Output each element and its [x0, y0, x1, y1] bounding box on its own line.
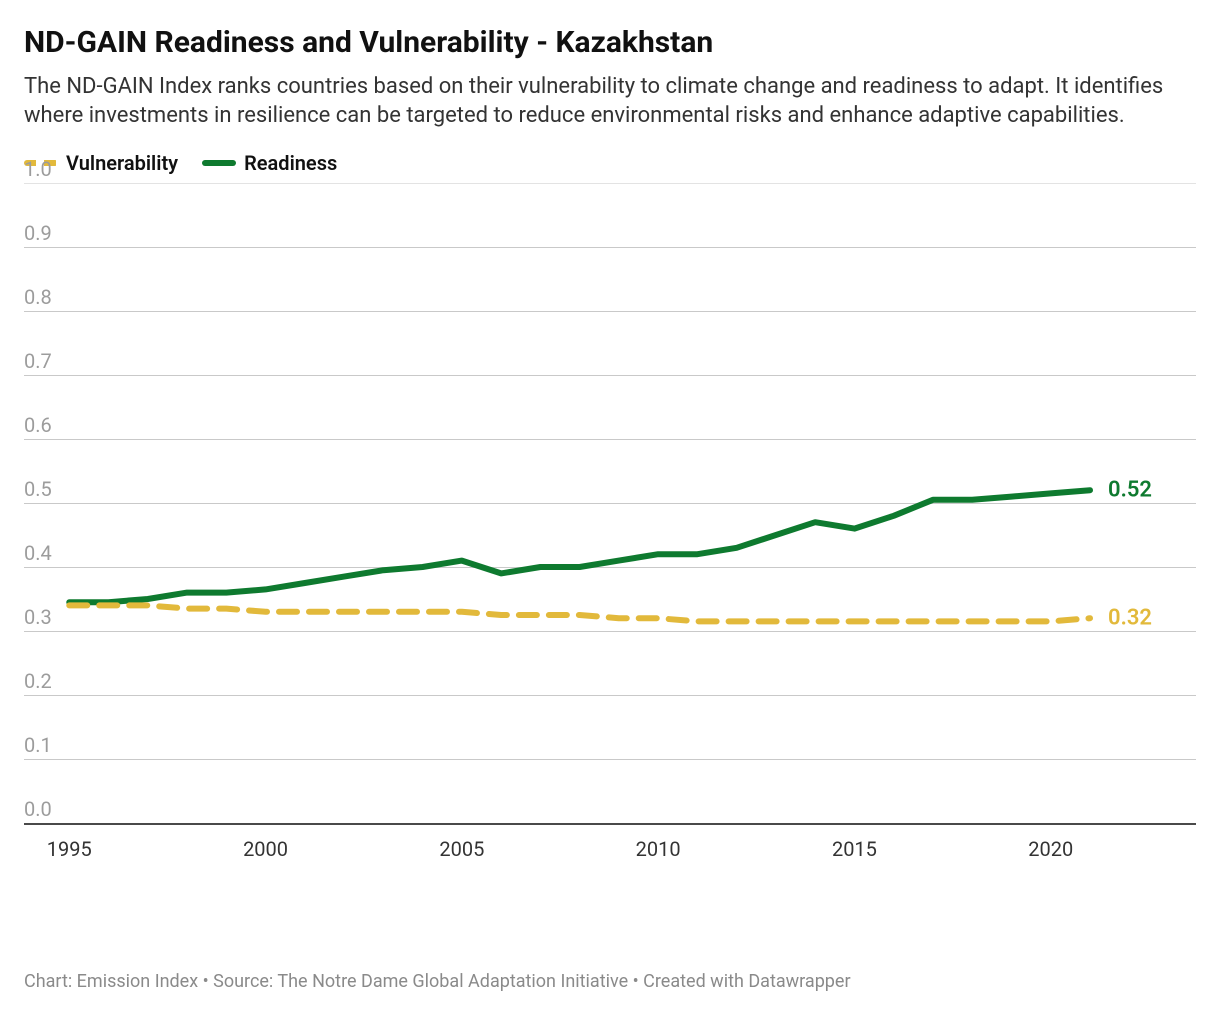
legend-label: Readiness: [244, 151, 337, 175]
legend-item: Readiness: [202, 151, 337, 175]
plot-svg: [24, 183, 1180, 827]
legend-swatch: [202, 160, 236, 166]
series-end-label: 0.32: [1108, 606, 1152, 631]
chart-area: 0.00.10.20.30.40.50.60.70.80.91.01995200…: [24, 183, 1196, 873]
x-tick-label: 2010: [636, 837, 681, 861]
legend: Vulnerability Readiness: [24, 151, 1196, 175]
x-tick-label: 2020: [1028, 837, 1073, 861]
legend-label: Vulnerability: [66, 151, 178, 175]
x-tick-label: 2005: [439, 837, 484, 861]
chart-container: ND-GAIN Readiness and Vulnerability - Ka…: [0, 0, 1220, 1010]
x-tick-label: 2015: [832, 837, 877, 861]
series-end-label: 0.52: [1108, 478, 1152, 503]
x-tick-label: 1995: [47, 837, 92, 861]
series-line: [69, 605, 1090, 621]
y-tick-label: 1.0: [24, 157, 52, 183]
chart-footer: Chart: Emission Index • Source: The Notr…: [24, 971, 851, 992]
x-axis: 1995 2000 2005 2010 2015 2020: [24, 837, 1196, 867]
series-line: [69, 490, 1090, 602]
chart-title: ND-GAIN Readiness and Vulnerability - Ka…: [24, 24, 1196, 62]
chart-subtitle: The ND-GAIN Index ranks countries based …: [24, 72, 1196, 131]
x-tick-label: 2000: [243, 837, 288, 861]
